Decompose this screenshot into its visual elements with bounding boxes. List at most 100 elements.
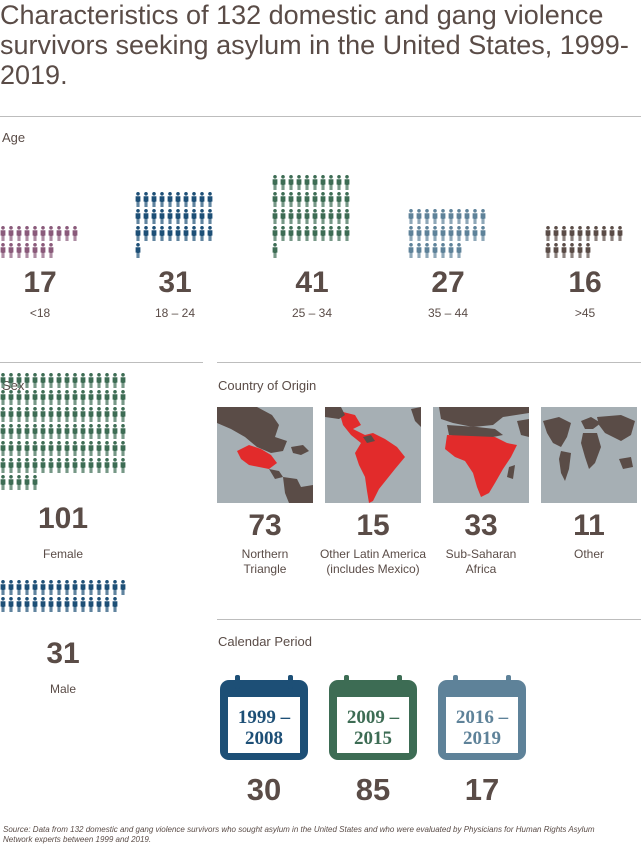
- person-icon: [64, 226, 70, 241]
- person-icon: [104, 390, 110, 405]
- person-icon: [88, 441, 94, 456]
- age-group-35-44-count: 27: [431, 266, 465, 299]
- person-icon: [80, 407, 86, 422]
- person-icon: [175, 226, 181, 241]
- person-icon: [191, 226, 197, 241]
- person-icon: [464, 209, 470, 224]
- person-icon: [8, 458, 14, 473]
- person-icon: [96, 441, 102, 456]
- person-icon: [143, 192, 149, 207]
- age-group-25-34-count: 41: [295, 266, 329, 299]
- region-highlight: [339, 411, 405, 503]
- age-group-18-24-count: 31: [158, 266, 192, 299]
- land-shape: [619, 457, 633, 469]
- person-icon: [96, 407, 102, 422]
- person-icon: [0, 373, 6, 388]
- person-icon: [24, 373, 30, 388]
- person-icon: [320, 209, 326, 224]
- person-icon: [48, 390, 54, 405]
- person-icon: [112, 373, 118, 388]
- calendar-shape: [329, 675, 417, 760]
- person-icon: [167, 209, 173, 224]
- person-icon: [48, 441, 54, 456]
- person-icon: [16, 390, 22, 405]
- person-icon: [408, 243, 414, 258]
- calendar-1999-2008-icon: 1999 – 2008: [219, 675, 309, 761]
- person-icon: [24, 407, 30, 422]
- person-icon: [336, 226, 342, 241]
- source-note: Source: Data from 132 domestic and gang …: [3, 825, 595, 844]
- person-icon: [88, 458, 94, 473]
- person-icon: [112, 407, 118, 422]
- person-icon: [16, 226, 22, 241]
- person-icon: [24, 441, 30, 456]
- person-icon: [151, 209, 157, 224]
- person-icon: [24, 226, 30, 241]
- person-icon: [56, 226, 62, 241]
- calendar-2009-2015-start: 2009 –: [346, 707, 400, 728]
- person-icon: [151, 192, 157, 207]
- age-group-over-45-count: 16: [568, 266, 602, 299]
- region-highlight: [445, 435, 517, 497]
- person-icon: [143, 226, 149, 241]
- age-group-25-34-label: 25 – 34: [291, 306, 333, 320]
- person-icon: [199, 192, 205, 207]
- person-icon: [424, 226, 430, 241]
- person-icon: [104, 597, 110, 612]
- person-icon: [143, 209, 149, 224]
- person-icon: [0, 407, 6, 422]
- person-icon: [328, 226, 334, 241]
- person-icon: [56, 441, 62, 456]
- period-section-label: Calendar Period: [218, 634, 312, 649]
- age-group-over-45-label: >45: [574, 306, 596, 320]
- person-icon: [72, 424, 78, 439]
- person-icon: [48, 424, 54, 439]
- person-icon: [175, 209, 181, 224]
- person-icon: [448, 226, 454, 241]
- land-shape: [217, 407, 287, 453]
- person-icon: [440, 243, 446, 258]
- northern-triangle-label: Northern Triangle: [241, 547, 289, 576]
- person-icon: [72, 390, 78, 405]
- person-icon: [104, 580, 110, 595]
- person-icon: [32, 390, 38, 405]
- person-icon: [88, 424, 94, 439]
- person-icon: [207, 192, 213, 207]
- other-origin-count: 11: [573, 509, 605, 542]
- person-icon: [408, 209, 414, 224]
- person-icon: [0, 441, 6, 456]
- person-icon: [8, 475, 14, 490]
- person-icon: [432, 243, 438, 258]
- person-icon: [64, 458, 70, 473]
- person-icon: [0, 243, 6, 258]
- person-icon: [88, 580, 94, 595]
- person-icon: [24, 424, 30, 439]
- age-group-over-45-icons: [545, 150, 625, 258]
- person-icon: [8, 243, 14, 258]
- person-icon: [424, 209, 430, 224]
- person-icon: [159, 226, 165, 241]
- person-icon: [135, 226, 141, 241]
- person-icon: [135, 243, 141, 258]
- person-icon: [48, 226, 54, 241]
- person-icon: [175, 192, 181, 207]
- person-icon: [312, 175, 318, 190]
- person-icon: [280, 226, 286, 241]
- person-icon: [32, 424, 38, 439]
- northern-triangle-count: 73: [248, 509, 282, 542]
- person-icon: [593, 226, 599, 241]
- person-icon: [159, 192, 165, 207]
- person-icon: [328, 209, 334, 224]
- person-icon: [320, 192, 326, 207]
- person-icon: [104, 424, 110, 439]
- person-icon: [577, 226, 583, 241]
- person-icon: [8, 424, 14, 439]
- person-icon: [569, 243, 575, 258]
- male-count: 31: [46, 637, 80, 670]
- person-icon: [296, 175, 302, 190]
- person-icon: [0, 597, 6, 612]
- latin-america-map: [325, 407, 421, 503]
- person-icon: [48, 597, 54, 612]
- period-2016-2019-count: 17: [464, 772, 500, 807]
- person-icon: [585, 226, 591, 241]
